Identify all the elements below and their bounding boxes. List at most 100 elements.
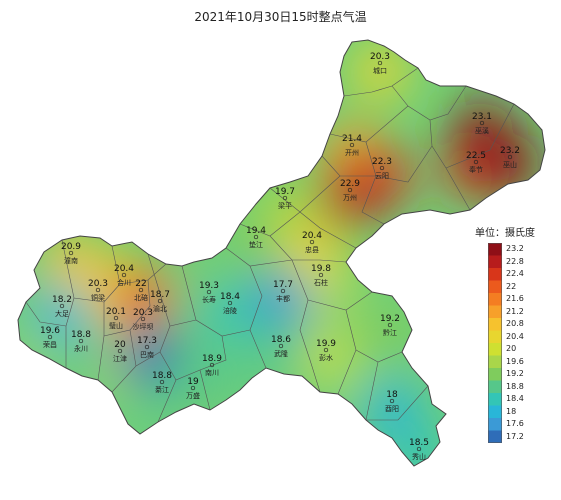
station-value: 19.8 [311,264,331,274]
station-value: 19.6 [40,326,60,336]
legend-tick-label: 22.4 [506,269,524,279]
district-border [343,67,419,97]
district-border [365,141,433,183]
legend-swatch [488,330,502,344]
station-黔江: 19.2 黔江 [380,314,400,337]
station-dot-icon [138,287,144,293]
station-dot-icon [309,239,315,245]
station-name: 铜梁 [91,293,105,302]
station-忠县: 20.4 忠县 [302,231,322,254]
station-dot-icon [227,300,233,306]
station-dot-icon [282,195,288,201]
station-value: 18.8 [71,330,91,340]
station-value: 22.5 [466,151,486,161]
station-dot-icon [157,298,163,304]
district-border [291,259,321,393]
station-璧山: 20.1 璧山 [106,307,126,330]
station-name: 万盛 [186,391,200,400]
legend-tick-label: 21.2 [506,306,524,316]
district-border [429,119,471,211]
legend-swatch [488,368,502,381]
station-value: 18.8 [152,371,172,381]
station-value: 18 [386,390,398,400]
station-value: 19.7 [275,187,295,197]
legend-tick-label: 18 [506,406,517,416]
station-name: 彭水 [319,353,333,362]
legend-colorbar [488,243,502,443]
station-name: 开州 [345,149,359,157]
station-奉节: 22.5 奉节 [466,151,486,174]
station-value: 23.1 [472,112,492,122]
district-border [299,211,357,249]
station-涪陵: 18.4 涪陵 [220,292,240,315]
station-dot-icon [78,338,84,344]
legend-tick-label: 17.2 [506,431,524,441]
station-铜梁: 20.3 铜梁 [88,279,108,302]
station-dot-icon [140,316,146,322]
legend-swatch [488,318,502,331]
station-dot-icon [253,234,259,240]
station-沙坪坝: 20.3 沙坪坝 [133,308,154,331]
district-border [103,245,121,336]
legend-tick-label: 18.8 [506,381,524,391]
station-name: 永川 [74,344,88,353]
district-border [445,103,515,169]
station-dot-icon [347,187,353,193]
station-南川: 18.9 南川 [202,354,222,377]
legend-tick-label: 20.8 [506,319,524,329]
station-value: 19.4 [246,226,266,236]
legend-swatch [488,268,502,281]
station-dot-icon [209,362,215,368]
legend-swatch [488,418,502,431]
station-万州: 22.9 万州 [340,179,360,202]
station-name: 巴南 [140,350,154,359]
station-value: 23.2 [500,146,520,156]
station-name: 云阳 [375,171,389,180]
station-梁平: 19.7 梁平 [275,187,295,210]
station-value: 20.3 [133,308,153,318]
station-綦江: 18.8 綦江 [152,371,172,394]
legend-tick-label: 17.6 [506,419,524,429]
station-dot-icon [121,272,127,278]
station-合川: 20.4 合川 [114,264,134,287]
legend-swatch [488,393,502,406]
legend-swatch [488,343,502,356]
station-北碚: 22 北碚 [134,279,148,302]
station-dot-icon [117,348,123,354]
legend-tick-label: 21.6 [506,294,524,304]
station-秀山: 18.5 秀山 [409,438,429,461]
station-dot-icon [377,60,383,66]
station-name: 巫溪 [475,126,489,135]
station-value: 20.4 [302,231,322,241]
legend-swatch [488,355,502,369]
district-border [365,361,379,421]
map-title: 2021年10月30日15时整点气温 [194,10,367,24]
station-name: 璧山 [109,321,123,330]
station-巴南: 17.3 巴南 [137,336,157,359]
district-border [269,235,347,263]
district-border [249,265,267,369]
station-value: 20.4 [114,264,134,274]
legend-swatch [488,305,502,319]
station-name: 北碚 [134,293,148,302]
district-border [129,279,151,367]
station-云阳: 22.3 云阳 [372,157,392,180]
station-丰都: 17.7 丰都 [273,280,293,303]
legend-tick-label: 19.2 [506,369,524,379]
station-value: 21.4 [342,134,362,144]
station-value: 18.5 [409,438,429,448]
station-name: 石柱 [314,278,328,287]
station-name: 万州 [343,194,357,202]
station-dot-icon [507,154,513,160]
station-dot-icon [473,159,479,165]
station-value: 17.3 [137,336,157,346]
station-name: 丰都 [276,294,290,303]
station-dot-icon [190,385,196,391]
station-value: 18.7 [150,290,170,300]
district-border [119,263,167,285]
station-巫溪: 23.1 巫溪 [472,112,492,135]
legend-swatch [488,280,502,294]
station-value: 22.9 [340,179,360,189]
district-border [366,385,429,421]
station-dot-icon [68,250,74,256]
